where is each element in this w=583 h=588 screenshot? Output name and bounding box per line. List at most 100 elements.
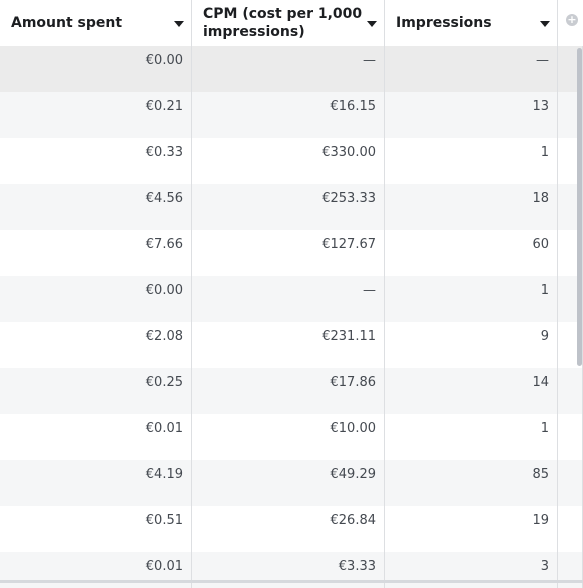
cell-cpm-value: €330.00 (322, 145, 376, 160)
column-label-cpm: CPM (cost per 1,000 impressions) (203, 5, 362, 41)
cell-impressions: 60 (385, 230, 558, 276)
table-row[interactable]: €0.00 — 1 (0, 276, 583, 322)
table-row[interactable]: €4.56 €253.33 18 (0, 184, 583, 230)
cell-impressions: 1 (385, 276, 558, 322)
cell-cpm: €253.33 (192, 184, 385, 230)
cell-amount-spent-value: €0.01 (145, 421, 183, 436)
cell-amount-spent: €4.56 (0, 184, 192, 230)
cell-amount-spent: €0.33 (0, 138, 192, 184)
column-header-amount-spent[interactable]: Amount spent (0, 0, 192, 46)
cell-impressions-value: 1 (540, 283, 549, 298)
cell-cpm-value: — (363, 283, 376, 298)
add-column-icon[interactable]: + (566, 13, 578, 26)
cell-cpm-value: €49.29 (330, 467, 377, 482)
cell-amount-spent: €0.21 (0, 92, 192, 138)
cell-impressions-value: 18 (532, 191, 549, 206)
cell-impressions-value: 1 (540, 421, 549, 436)
cell-amount-spent-value: €0.01 (145, 559, 183, 574)
column-label-cpm-line1: CPM (cost per 1,000 (203, 6, 363, 22)
cell-amount-spent-value: €0.00 (145, 53, 183, 68)
cell-amount-spent: €0.01 (0, 552, 192, 588)
column-header-impressions[interactable]: Impressions (385, 0, 558, 46)
cell-impressions-value: 85 (532, 467, 549, 482)
cell-cpm-value: €127.67 (322, 237, 376, 252)
chevron-down-icon[interactable] (365, 17, 379, 31)
table-row[interactable]: €0.51 €26.84 19 (0, 506, 583, 552)
cell-spacer (558, 414, 583, 460)
cell-impressions: 18 (385, 184, 558, 230)
cell-amount-spent: €2.08 (0, 322, 192, 368)
cell-impressions: 9 (385, 322, 558, 368)
cell-amount-spent-value: €0.21 (145, 99, 183, 114)
cell-impressions: — (385, 46, 558, 92)
column-header-cpm[interactable]: CPM (cost per 1,000 impressions) (192, 0, 385, 46)
cell-spacer (558, 506, 583, 552)
cell-impressions-value: 60 (532, 237, 549, 252)
cell-impressions-value: 3 (540, 559, 549, 574)
cell-cpm-value: €231.11 (322, 329, 376, 344)
cell-amount-spent-value: €0.25 (145, 375, 183, 390)
column-label-amount-spent: Amount spent (11, 15, 123, 31)
cell-amount-spent: €4.19 (0, 460, 192, 506)
cell-amount-spent-value: €0.51 (145, 513, 183, 528)
cell-impressions-value: 14 (532, 375, 549, 390)
table-row[interactable]: €0.21 €16.15 13 (0, 92, 583, 138)
cell-cpm: €26.84 (192, 506, 385, 552)
cell-cpm: €49.29 (192, 460, 385, 506)
cell-cpm-value: €16.15 (330, 99, 377, 114)
table-row[interactable]: €0.00 — — (0, 46, 583, 92)
cell-amount-spent-value: €4.19 (145, 467, 183, 482)
vertical-scrollbar[interactable] (577, 48, 582, 366)
cell-amount-spent-value: €2.08 (145, 329, 183, 344)
cell-cpm: €127.67 (192, 230, 385, 276)
cell-amount-spent: €7.66 (0, 230, 192, 276)
table-row[interactable]: €0.33 €330.00 1 (0, 138, 583, 184)
cell-spacer (558, 368, 583, 414)
chevron-down-icon[interactable] (172, 17, 186, 31)
cell-amount-spent: €0.25 (0, 368, 192, 414)
cell-impressions: 13 (385, 92, 558, 138)
cell-amount-spent-value: €7.66 (145, 237, 183, 252)
table-row[interactable]: €0.25 €17.86 14 (0, 368, 583, 414)
cell-cpm-value: — (363, 53, 376, 68)
cell-amount-spent: €0.00 (0, 46, 192, 92)
table-header: Amount spent CPM (cost per 1,000 impress… (0, 0, 583, 47)
cell-impressions: 19 (385, 506, 558, 552)
cell-amount-spent-value: €0.33 (145, 145, 183, 160)
cell-cpm: — (192, 46, 385, 92)
table-footer-divider (0, 580, 583, 583)
table-row[interactable]: €4.19 €49.29 85 (0, 460, 583, 506)
column-label-cpm-line2: impressions) (203, 24, 305, 40)
cell-cpm: €17.86 (192, 368, 385, 414)
chevron-down-icon[interactable] (538, 17, 552, 31)
cell-cpm: — (192, 276, 385, 322)
table-row[interactable]: €7.66 €127.67 60 (0, 230, 583, 276)
cell-impressions: 14 (385, 368, 558, 414)
column-header-add[interactable]: + (558, 0, 583, 46)
cell-amount-spent-value: €4.56 (145, 191, 183, 206)
cell-impressions-value: 19 (532, 513, 549, 528)
cell-impressions-value: 9 (540, 329, 549, 344)
cell-cpm-value: €10.00 (330, 421, 377, 436)
cell-cpm-value: €253.33 (322, 191, 376, 206)
cell-impressions-value: — (536, 53, 549, 68)
cell-amount-spent: €0.01 (0, 414, 192, 460)
cell-impressions-value: 13 (532, 99, 549, 114)
cell-cpm: €3.33 (192, 552, 385, 588)
cell-amount-spent: €0.00 (0, 276, 192, 322)
cell-cpm: €231.11 (192, 322, 385, 368)
cell-cpm: €10.00 (192, 414, 385, 460)
cell-impressions: 1 (385, 414, 558, 460)
cell-spacer (558, 460, 583, 506)
cell-cpm: €16.15 (192, 92, 385, 138)
table-body: €0.00— — €0.21 €16.15 13 €0.33 €330.00 1 €4.56 €2… (0, 46, 583, 588)
cell-impressions: 85 (385, 460, 558, 506)
table-row[interactable]: €2.08 €231.11 9 (0, 322, 583, 368)
cell-impressions: 3 (385, 552, 558, 588)
cell-amount-spent: €0.51 (0, 506, 192, 552)
cell-amount-spent-value: €0.00 (145, 283, 183, 298)
cell-impressions: 1 (385, 138, 558, 184)
column-label-impressions: Impressions (396, 15, 492, 31)
table-row[interactable]: €0.01 €10.00 1 (0, 414, 583, 460)
cell-cpm-value: €3.33 (338, 559, 376, 574)
